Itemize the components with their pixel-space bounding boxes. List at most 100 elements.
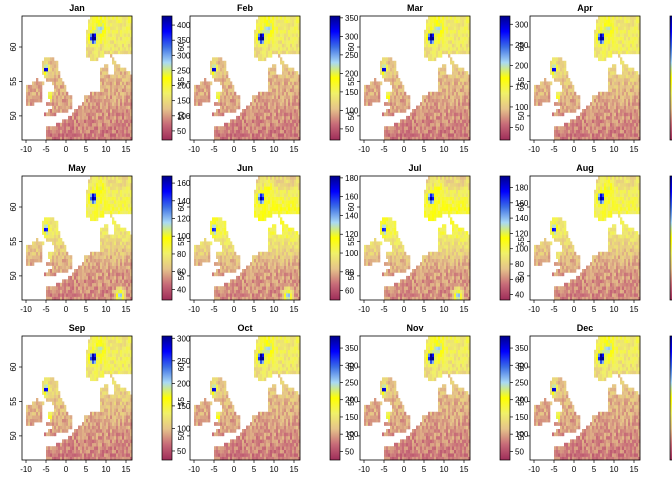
colorbar-tick-label: 60 xyxy=(515,275,524,284)
y-tick-label: 60 xyxy=(177,362,186,371)
map-raster xyxy=(364,176,471,301)
x-tick-label: 0 xyxy=(64,465,69,474)
panel-title: Nov xyxy=(406,323,423,333)
y-tick-label: 55 xyxy=(177,76,186,85)
plot-frame xyxy=(21,15,133,141)
colorbar xyxy=(669,15,672,141)
y-tick-label: 60 xyxy=(517,42,526,51)
y-tick-label: 55 xyxy=(347,76,356,85)
colorbar xyxy=(329,335,341,461)
panel-title: Apr xyxy=(577,3,593,13)
colorbar xyxy=(161,175,173,301)
colorbar-tick-label: 200 xyxy=(345,396,359,405)
x-tick-label: -10 xyxy=(528,305,540,314)
colorbar-tick-label: 250 xyxy=(177,66,191,75)
colorbar-tick-label: 150 xyxy=(177,402,191,411)
x-tick-label: 5 xyxy=(252,465,257,474)
y-tick-label: 50 xyxy=(517,431,526,440)
colorbar-tick-label: 250 xyxy=(177,357,191,366)
y-tick-label: 55 xyxy=(517,76,526,85)
x-tick-label: 5 xyxy=(422,145,427,154)
x-tick-label: 15 xyxy=(290,305,299,314)
x-tick-label: -5 xyxy=(210,145,218,154)
x-tick-label: 0 xyxy=(572,145,577,154)
colorbar-tick-label: 180 xyxy=(515,183,529,192)
x-tick-label: 5 xyxy=(592,465,597,474)
x-tick-label: -5 xyxy=(42,465,50,474)
map-panel-dec: Dec-10-5051015505560100200300400 xyxy=(517,323,672,474)
y-tick-label: 60 xyxy=(9,362,18,371)
plot-frame xyxy=(21,175,133,301)
colorbar-tick-label: 180 xyxy=(345,174,359,183)
y-tick-label: 50 xyxy=(177,431,186,440)
x-tick-label: -5 xyxy=(210,305,218,314)
x-tick-label: 15 xyxy=(460,305,469,314)
x-tick-label: 15 xyxy=(630,305,639,314)
x-tick-label: 10 xyxy=(440,145,449,154)
plot-frame xyxy=(189,15,301,141)
y-tick-label: 50 xyxy=(517,111,526,120)
colorbar-tick-label: 160 xyxy=(515,199,529,208)
y-tick-label: 60 xyxy=(347,362,356,371)
x-tick-label: 0 xyxy=(232,145,237,154)
x-tick-label: 5 xyxy=(252,145,257,154)
colorbar-tick-label: 200 xyxy=(177,379,191,388)
colorbar-tick-label: 50 xyxy=(345,125,354,134)
x-tick-label: -5 xyxy=(210,465,218,474)
x-tick-label: -5 xyxy=(380,145,388,154)
y-tick-label: 60 xyxy=(177,42,186,51)
colorbar-tick-label: 100 xyxy=(345,430,359,439)
map-raster xyxy=(194,16,301,141)
y-tick-label: 60 xyxy=(9,202,18,211)
y-tick-label: 55 xyxy=(9,236,18,245)
colorbar xyxy=(329,175,341,301)
map-panel-may: May -10 -5 0 5 10 15 50 55 60 40 60 80 100 120 140 160 xyxy=(9,163,191,314)
y-tick-label: 60 xyxy=(517,362,526,371)
x-tick-label: -10 xyxy=(20,465,32,474)
x-tick-label: 5 xyxy=(252,305,257,314)
panel-title: Aug xyxy=(576,163,594,173)
x-tick-label: 15 xyxy=(630,145,639,154)
colorbar-tick-label: 60 xyxy=(345,287,354,296)
panel-title: Mar xyxy=(407,3,424,13)
x-tick-label: -10 xyxy=(188,305,200,314)
colorbar xyxy=(499,15,511,141)
x-tick-label: 0 xyxy=(402,465,407,474)
x-tick-label: 10 xyxy=(102,145,111,154)
y-tick-label: 50 xyxy=(177,111,186,120)
x-tick-label: -10 xyxy=(528,145,540,154)
y-tick-label: 50 xyxy=(177,271,186,280)
x-tick-label: -10 xyxy=(358,145,370,154)
x-tick-label: 0 xyxy=(64,305,69,314)
plot-frame xyxy=(189,335,301,461)
x-tick-label: -5 xyxy=(550,465,558,474)
colorbar-tick-label: 150 xyxy=(345,413,359,422)
y-tick-label: 60 xyxy=(347,42,356,51)
x-tick-label: -10 xyxy=(188,465,200,474)
x-tick-label: 15 xyxy=(460,465,469,474)
x-tick-label: 10 xyxy=(270,305,279,314)
colorbar-tick-label: 140 xyxy=(345,211,359,220)
y-tick-label: 50 xyxy=(517,271,526,280)
colorbar-tick-label: 50 xyxy=(345,447,354,456)
colorbar-tick-label: 50 xyxy=(515,447,524,456)
colorbar xyxy=(669,175,672,301)
x-tick-label: 0 xyxy=(402,305,407,314)
x-tick-label: 15 xyxy=(122,465,131,474)
x-tick-label: 10 xyxy=(610,305,619,314)
panel-title: Jan xyxy=(69,3,85,13)
x-tick-label: 15 xyxy=(122,305,131,314)
colorbar-tick-label: 60 xyxy=(177,268,186,277)
colorbar-tick-label: 50 xyxy=(515,124,524,133)
x-tick-label: -10 xyxy=(20,145,32,154)
colorbar-tick-label: 100 xyxy=(177,112,191,121)
x-tick-label: 15 xyxy=(290,145,299,154)
panel-title: Dec xyxy=(577,323,594,333)
map-raster xyxy=(26,176,133,301)
colorbar-tick-label: 100 xyxy=(515,430,529,439)
colorbar-tick-label: 80 xyxy=(177,250,186,259)
x-tick-label: 0 xyxy=(232,465,237,474)
